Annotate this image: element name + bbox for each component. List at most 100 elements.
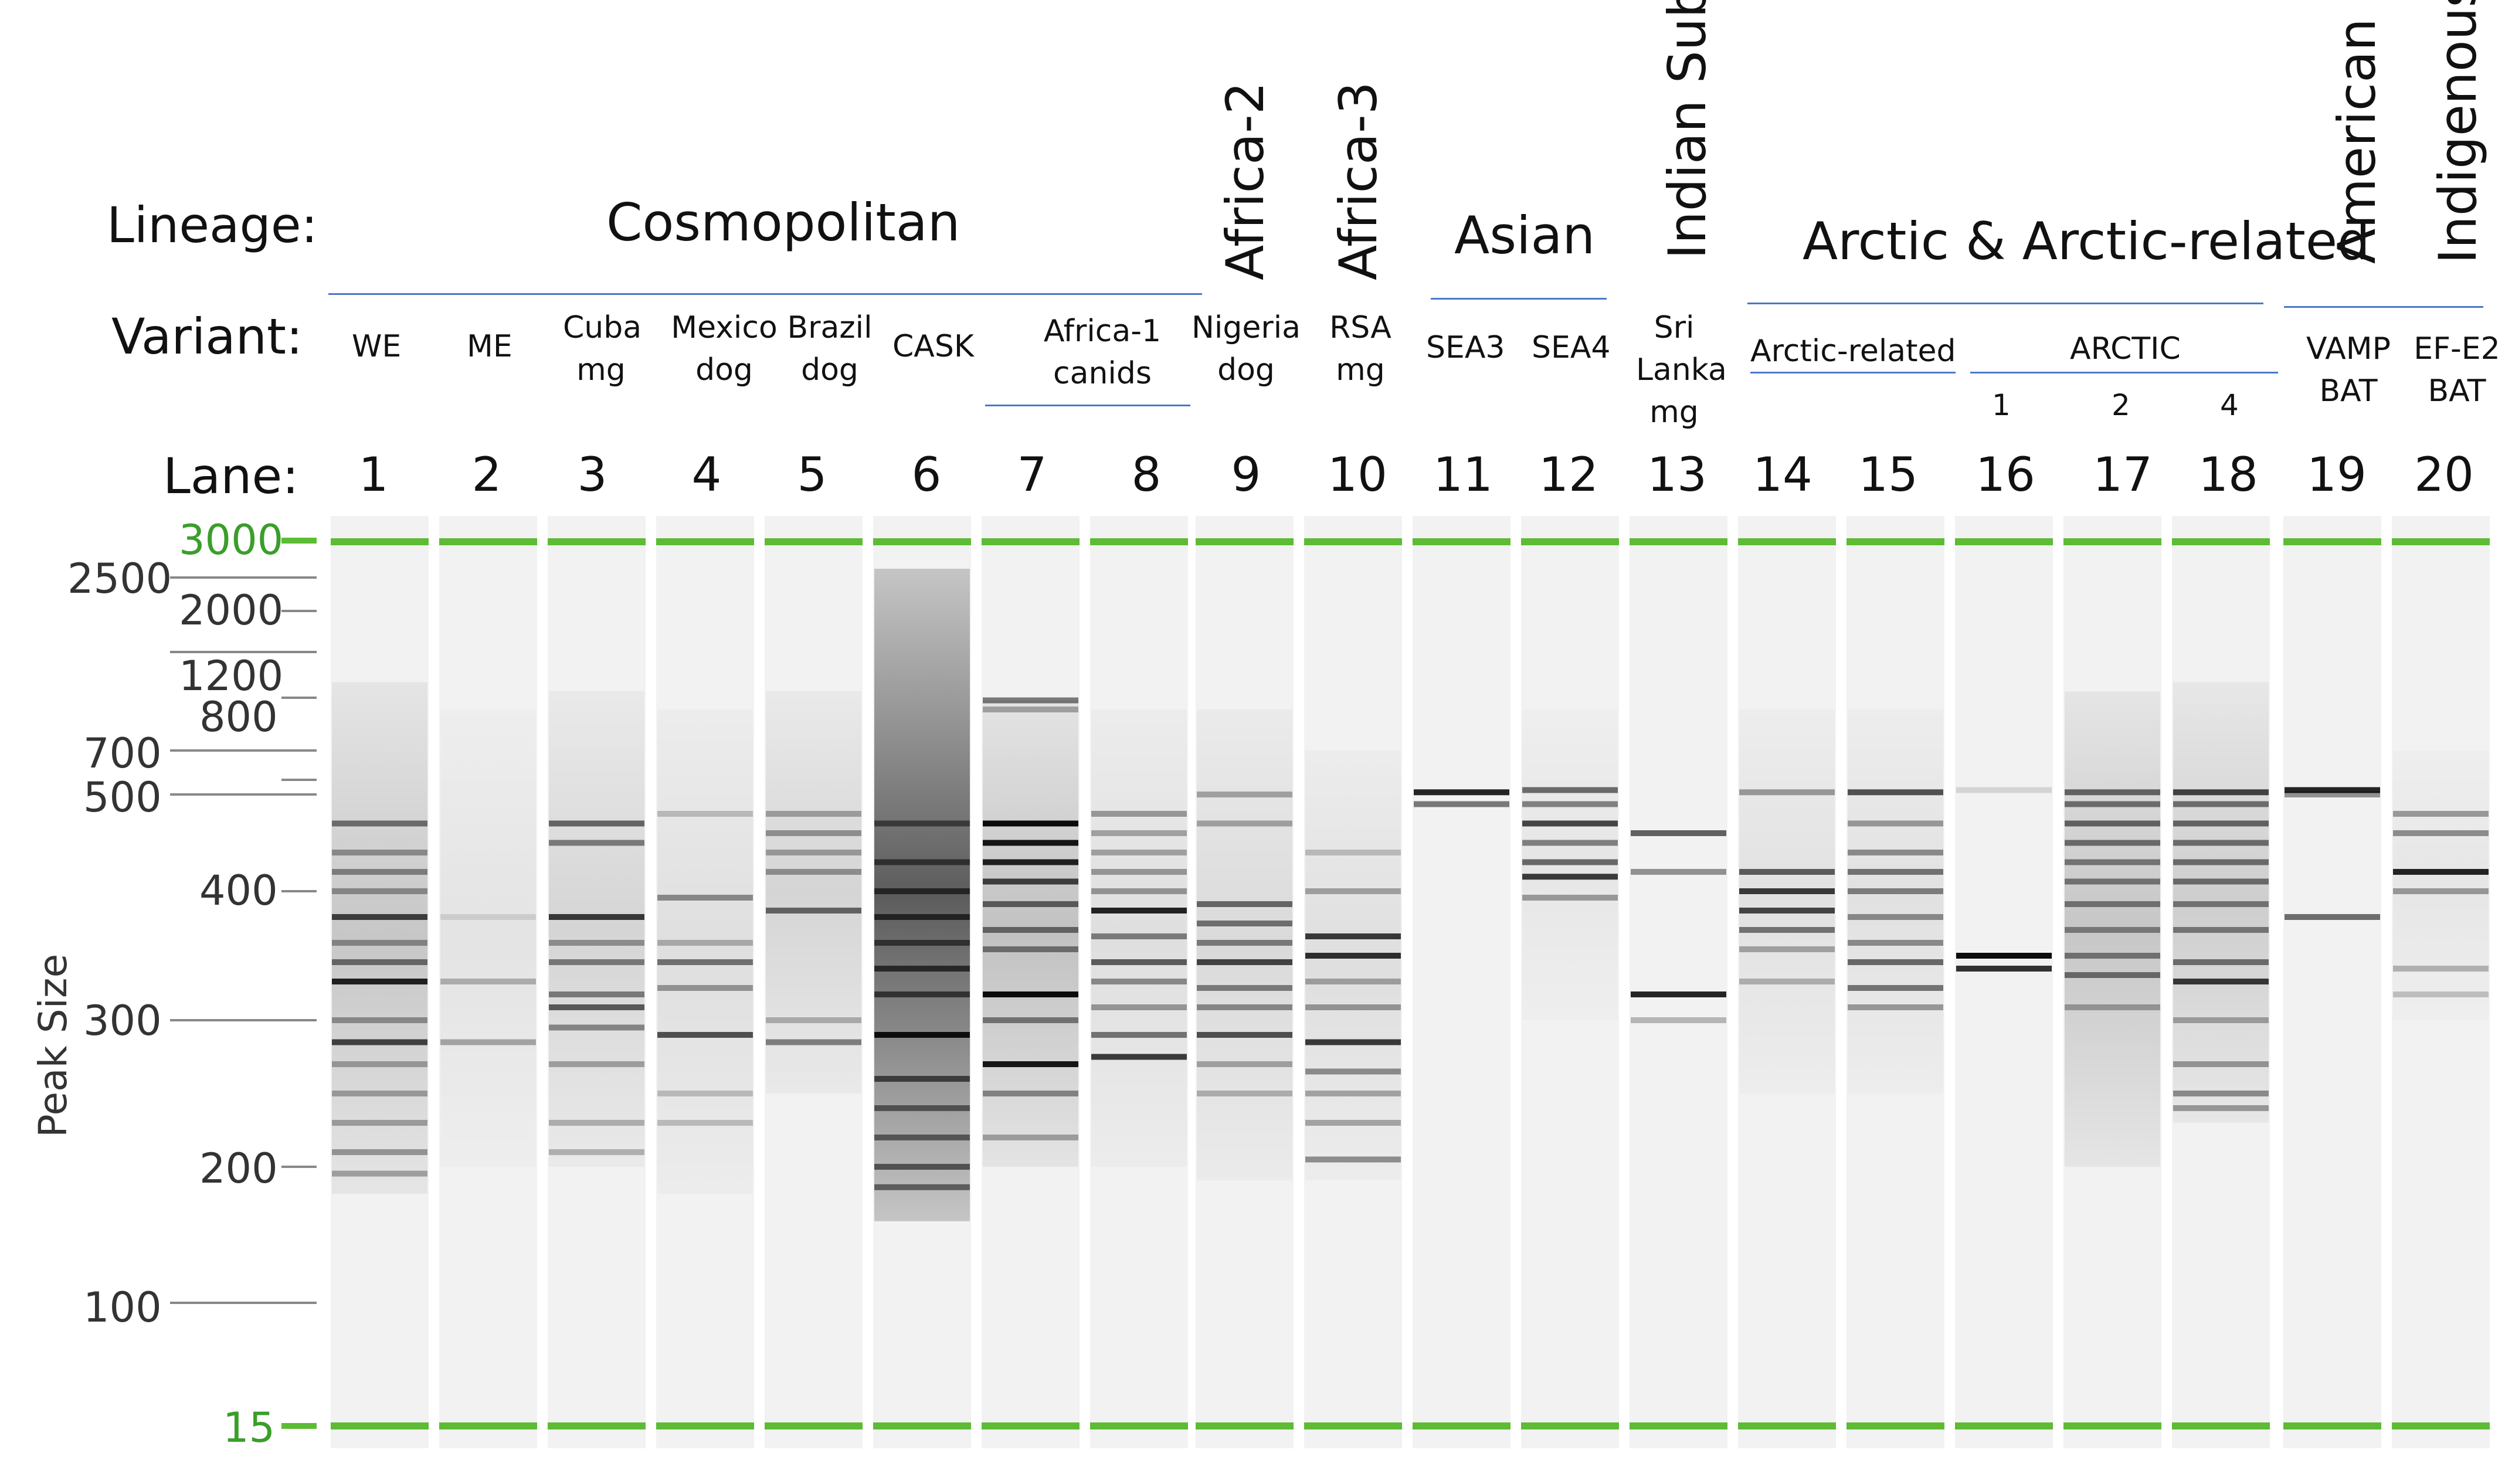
gel-band [983,840,1078,846]
variant-efe2-line2: BAT [2428,373,2486,409]
lineage-american: American [2327,18,2387,264]
lane-number: 18 [2198,447,2258,502]
gel-band [1197,1032,1292,1038]
gel-lane [1846,516,1944,1448]
lineage-rule-american [2284,306,2483,308]
variant-sea3: SEA3 [1426,330,1505,365]
gel-band [874,820,970,827]
gel-band [657,940,753,946]
gel-band [874,1105,970,1111]
variant-brazil: Brazil dog [783,307,877,392]
gel-band [1739,869,1835,875]
gel-band [1848,985,1943,991]
gel-band [549,991,644,997]
variant-sri-lanka: Sri Lanka mg [1636,307,1727,433]
gel-band [983,946,1078,952]
gel-band [2285,914,2380,920]
gel-lane [765,516,863,1448]
variant-arctic-1: 1 [1992,388,2011,422]
lane-smear [1091,709,1187,1167]
gel-band [1091,1054,1187,1060]
gel-band [549,959,644,965]
gel-band [1197,959,1292,965]
lane-smear [1197,709,1292,1181]
gel-band [332,959,427,965]
gel-band [549,1120,644,1126]
lane-number: 19 [2307,447,2367,502]
gel-band [657,1091,753,1096]
size-label-800: 800 [199,693,278,741]
gel-band [2173,1061,2269,1067]
gel-band [1305,1156,1401,1163]
gel-band [2285,792,2380,797]
marker-band-top [2063,538,2161,545]
gel-band [766,908,861,914]
variant-rsa-line1: RSA [1329,310,1391,345]
gel-band [1091,830,1187,836]
gel-band [1091,959,1187,965]
gel-lane [2172,516,2270,1448]
gel-band [2065,1004,2160,1010]
gel-band [1305,953,1401,959]
size-label-500: 500 [83,773,162,821]
gel-band [983,707,1078,712]
gel-band [1631,869,1726,875]
marker-band-top [1630,538,1727,545]
marker-band-top [1413,538,1511,545]
gel-band [766,1039,861,1045]
lane-number: 9 [1231,447,1261,502]
gel-band [1091,1032,1187,1038]
marker-band-bottom [331,1422,429,1429]
gel-band [766,850,861,855]
lineage-rule-cosmopolitan [328,293,1202,295]
lane-number: 11 [1433,447,1493,502]
lane-number: 5 [797,447,827,502]
gel-band [549,940,644,946]
gel-band [332,914,427,920]
marker-band-top [873,538,971,545]
gel-band [2173,1091,2269,1096]
marker-band-bottom [656,1422,754,1429]
gel-band [2393,869,2489,875]
marker-band-bottom [2392,1422,2490,1429]
gel-band [1848,940,1943,946]
lane-smear [2065,691,2160,1167]
variant-arctic: ARCTIC [2070,331,2181,366]
lineage-africa-3: Africa-3 [1328,81,1389,280]
variant-cuba-line2: mg [576,352,626,388]
size-label-300: 300 [83,997,162,1045]
gel-band [1848,1004,1943,1010]
gel-band [332,979,427,984]
lane-number: 17 [2093,447,2153,502]
variant-arctic-related: Arctic-related [1750,334,1956,369]
marker-band-bottom [1630,1422,1727,1429]
marker-band-top [1846,538,1944,545]
gel-band [549,1149,644,1155]
gel-band [766,1017,861,1023]
variant-mexico-line2: dog [695,352,753,388]
marker-band-bottom [1413,1422,1511,1429]
gel-lane [1955,516,2053,1448]
gel-band [766,830,861,836]
gel-band [983,1017,1078,1023]
lane-background [1955,516,2053,1448]
gel-band [1197,901,1292,907]
lineage-rule-asian [1431,298,1607,300]
gel-band [2285,787,2380,793]
gel-band [1739,888,1835,894]
gel-band [2065,859,2160,865]
variant-mexico: Mexico dog [666,307,783,392]
gel-band [1091,811,1187,817]
lane-smear [2393,751,2489,1020]
gel-lane [439,516,537,1448]
gel-band [440,914,536,920]
gel-band [440,979,536,984]
gel-band [2173,878,2269,885]
gel-lane [656,516,754,1448]
gel-band [332,1170,427,1177]
lineage-arctic: Arctic & Arctic-related [1803,211,2370,271]
gel-band [1091,850,1187,855]
lineage-asian: Asian [1454,205,1596,266]
lane-number: 16 [1976,447,2035,502]
